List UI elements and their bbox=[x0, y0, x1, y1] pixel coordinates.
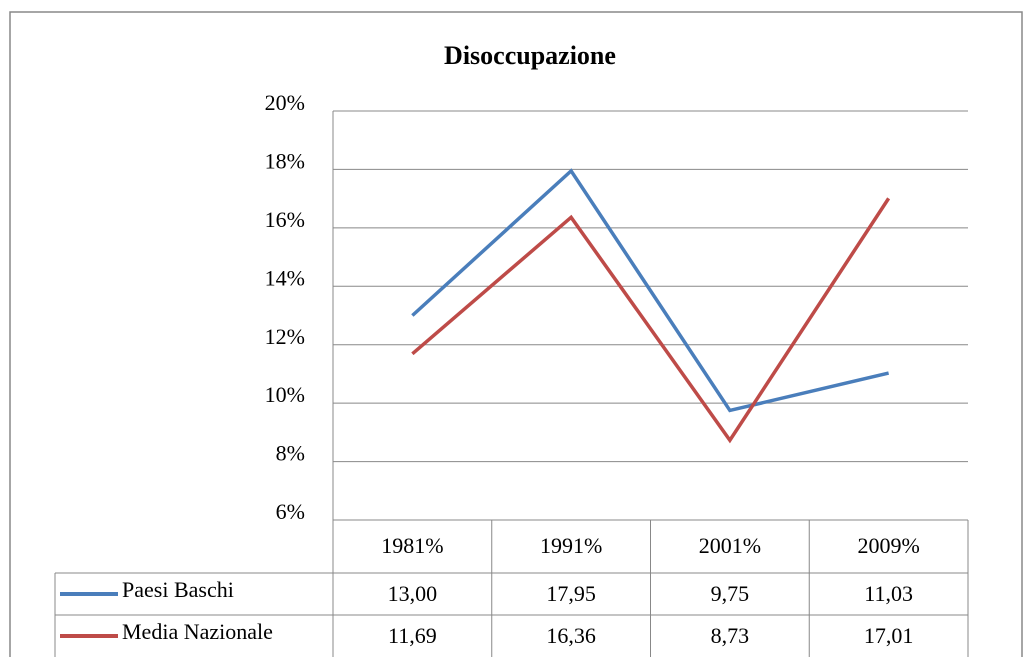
table-value: 8,73 bbox=[711, 623, 750, 648]
chart-title: Disoccupazione bbox=[444, 41, 616, 70]
legend-label: Paesi Baschi bbox=[122, 577, 234, 602]
x-tick-label: 2001% bbox=[699, 533, 761, 558]
y-tick-label: 8% bbox=[276, 441, 305, 466]
table-value: 11,03 bbox=[864, 581, 913, 606]
series-line bbox=[411, 168, 890, 413]
y-tick-label: 18% bbox=[265, 148, 305, 173]
y-tick-label: 10% bbox=[265, 382, 305, 407]
x-tick-label: 1981% bbox=[381, 533, 443, 558]
y-tick-label: 12% bbox=[265, 324, 305, 349]
chart-border bbox=[9, 11, 1023, 657]
legend-label: Media Nazionale bbox=[122, 619, 273, 644]
table-value: 11,69 bbox=[388, 623, 437, 648]
series-line bbox=[411, 197, 891, 444]
table-value: 17,95 bbox=[546, 581, 596, 606]
table-value: 16,36 bbox=[546, 623, 596, 648]
x-tick-label: 1991% bbox=[540, 533, 602, 558]
y-tick-label: 6% bbox=[276, 499, 305, 524]
y-tick-label: 14% bbox=[265, 265, 305, 290]
y-tick-label: 16% bbox=[265, 207, 305, 232]
x-tick-label: 2009% bbox=[857, 533, 919, 558]
table-value: 9,75 bbox=[711, 581, 750, 606]
table-value: 13,00 bbox=[388, 581, 438, 606]
y-tick-label: 20% bbox=[265, 90, 305, 115]
table-value: 17,01 bbox=[864, 623, 914, 648]
